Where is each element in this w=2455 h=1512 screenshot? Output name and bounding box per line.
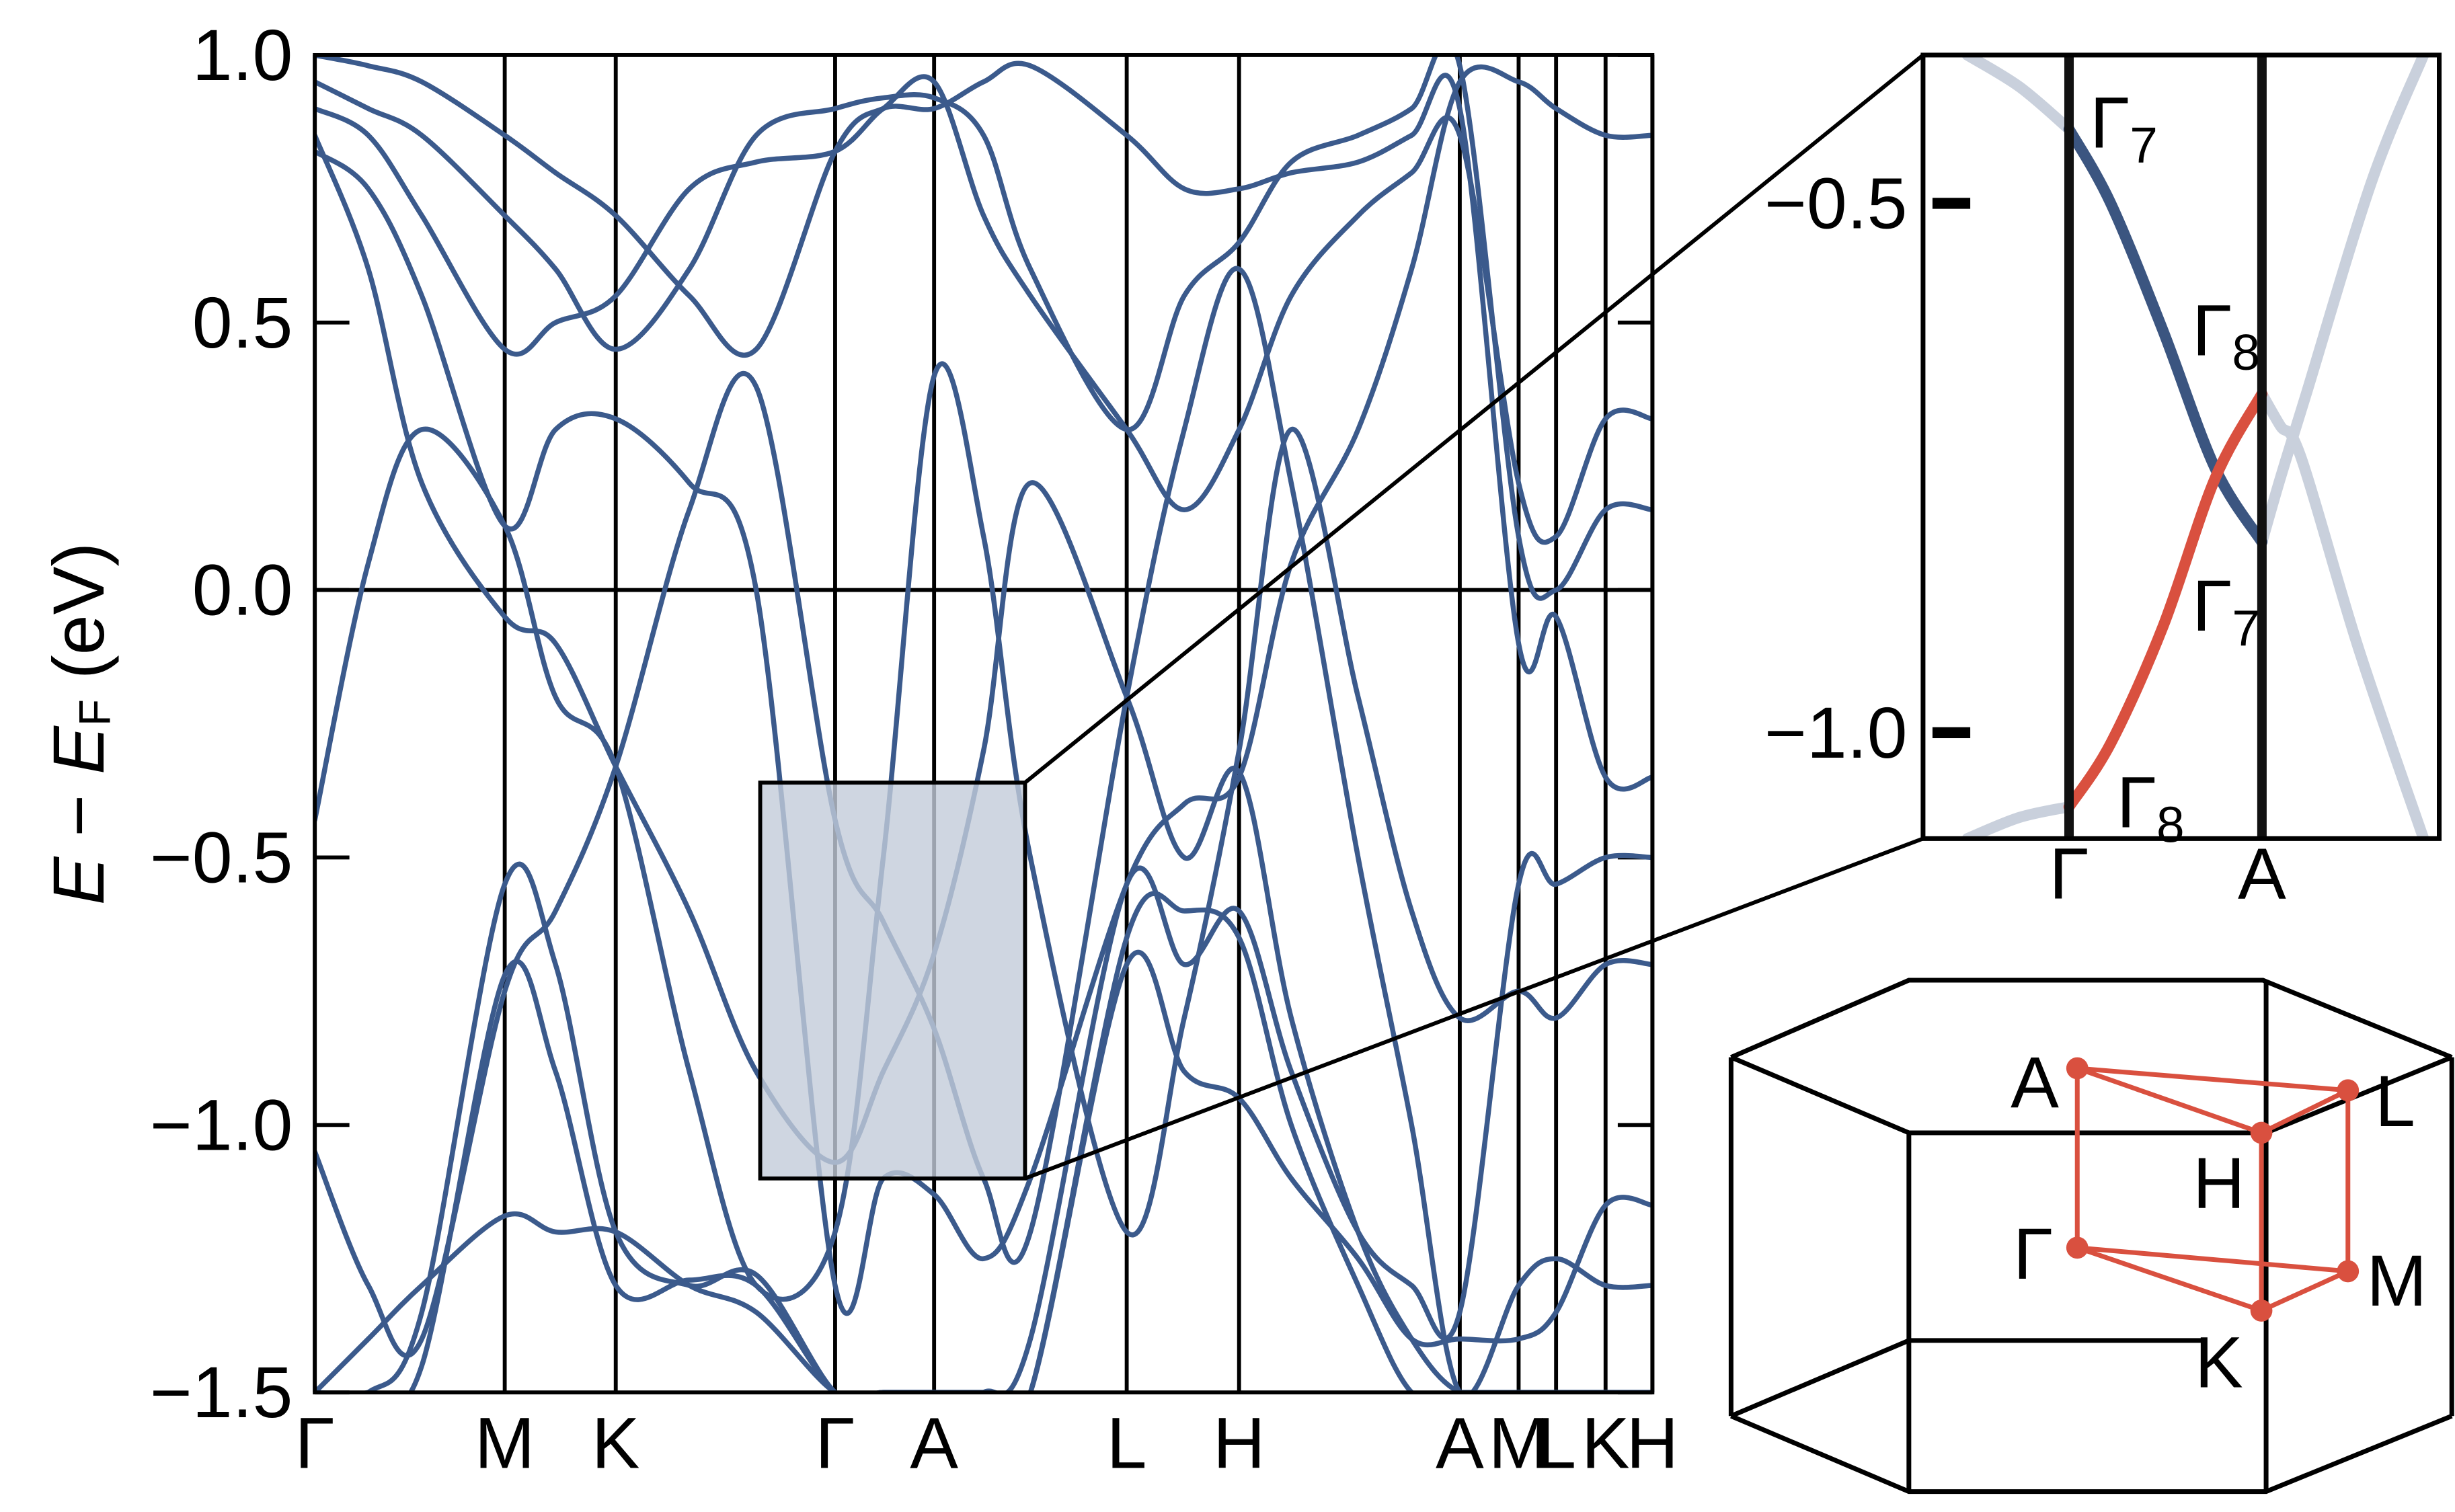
bz-label: H: [2193, 1143, 2245, 1224]
y-label-part: E: [38, 725, 119, 774]
y-tick-label: 0.0: [192, 550, 293, 631]
band-label: Γ8: [2192, 290, 2260, 381]
zoom-connector: [1023, 53, 1924, 785]
bz-point: [2250, 1300, 2273, 1322]
x-tick-label: K: [592, 1402, 640, 1483]
y-tick-label: −1.0: [1764, 692, 1908, 773]
wedge-edge: [2074, 1065, 2357, 1314]
x-tick-label: H: [1626, 1402, 1678, 1483]
y-tick-label: −0.5: [1764, 163, 1908, 243]
band: [315, 132, 1653, 1393]
band-label-symbol: Γ: [2090, 83, 2130, 163]
plot-frame: [313, 52, 1655, 1395]
band-label: Γ8: [2117, 762, 2185, 853]
y-label-part: (eV): [38, 543, 119, 699]
band-label-sub: 8: [2156, 796, 2185, 852]
band: [315, 361, 1653, 1302]
band-label: Γ7: [2192, 565, 2260, 656]
plot-frame: [1920, 52, 2442, 841]
bz-label: K: [2195, 1322, 2243, 1403]
bz-points: [2066, 1057, 2360, 1322]
band: [1961, 801, 2075, 839]
band-label-sub: 7: [2130, 116, 2158, 173]
bz-label: L: [2375, 1061, 2415, 1142]
x-tick-label: L: [1536, 1402, 1576, 1483]
bz-edge: [1730, 1338, 2204, 1419]
band-label-symbol: Γ: [2192, 565, 2232, 646]
x-tick-label: A: [1436, 1402, 1484, 1483]
bz-edge: [1730, 1055, 2453, 1136]
band-label-sub: 8: [2232, 324, 2260, 381]
x-tick-label: H: [1213, 1402, 1265, 1483]
x-tick-label: A: [2238, 833, 2286, 914]
band: [315, 54, 1653, 601]
bz-label: Γ: [2013, 1213, 2053, 1294]
bz-point: [2066, 1057, 2089, 1080]
band: [2063, 123, 2268, 548]
x-tick-label: Γ: [295, 1402, 334, 1483]
y-tick-label: −0.5: [150, 817, 293, 898]
bz-edge: [1729, 978, 2453, 1060]
y-tick-label: 1.0: [192, 15, 293, 95]
x-tick-label: M: [1489, 1402, 1549, 1483]
bz-point: [2250, 1121, 2273, 1144]
bz-edge: [1730, 1413, 2453, 1495]
band: [315, 64, 1653, 1316]
y-label-part: F: [70, 699, 119, 726]
brillouin-zone: [1728, 978, 2454, 1495]
x-tick-label: A: [910, 1402, 958, 1483]
x-tick-label: M: [475, 1402, 535, 1483]
y-axis-label: E − EF (eV): [38, 543, 119, 906]
bz-point: [2337, 1079, 2360, 1102]
bz-label: M: [2366, 1240, 2427, 1321]
y-label-part: E: [38, 856, 119, 905]
x-tick-label: L: [1107, 1402, 1147, 1483]
x-tick-label: Γ: [2049, 833, 2089, 914]
irreducible-wedge: [2074, 1065, 2357, 1314]
y-tick-label: 0.5: [192, 282, 293, 363]
band: [315, 54, 1653, 792]
band-label-symbol: Γ: [2192, 290, 2232, 370]
band-label-sub: 7: [2232, 600, 2260, 656]
band-label-symbol: Γ: [2117, 762, 2156, 843]
y-label-part: −: [38, 774, 119, 857]
x-tick-label: Γ: [815, 1402, 855, 1483]
band: [315, 266, 1653, 1393]
bz-label: A: [2011, 1042, 2059, 1123]
y-tick-label: −1.5: [150, 1352, 293, 1433]
band-label: Γ7: [2090, 83, 2158, 173]
zoom-connector: [1024, 836, 1924, 1181]
y-tick-label: −1.0: [150, 1084, 293, 1165]
band: [2256, 54, 2429, 548]
band: [1961, 54, 2075, 135]
bz-point: [2337, 1260, 2360, 1283]
band: [2256, 388, 2429, 839]
bz-point: [2066, 1236, 2089, 1259]
x-tick-label: K: [1582, 1402, 1630, 1483]
band: [2063, 388, 2268, 813]
band: [315, 949, 1653, 1393]
band: [315, 891, 1653, 1393]
band: [315, 74, 1653, 545]
band: [315, 850, 1653, 1393]
zoom-box: [758, 781, 1027, 1181]
